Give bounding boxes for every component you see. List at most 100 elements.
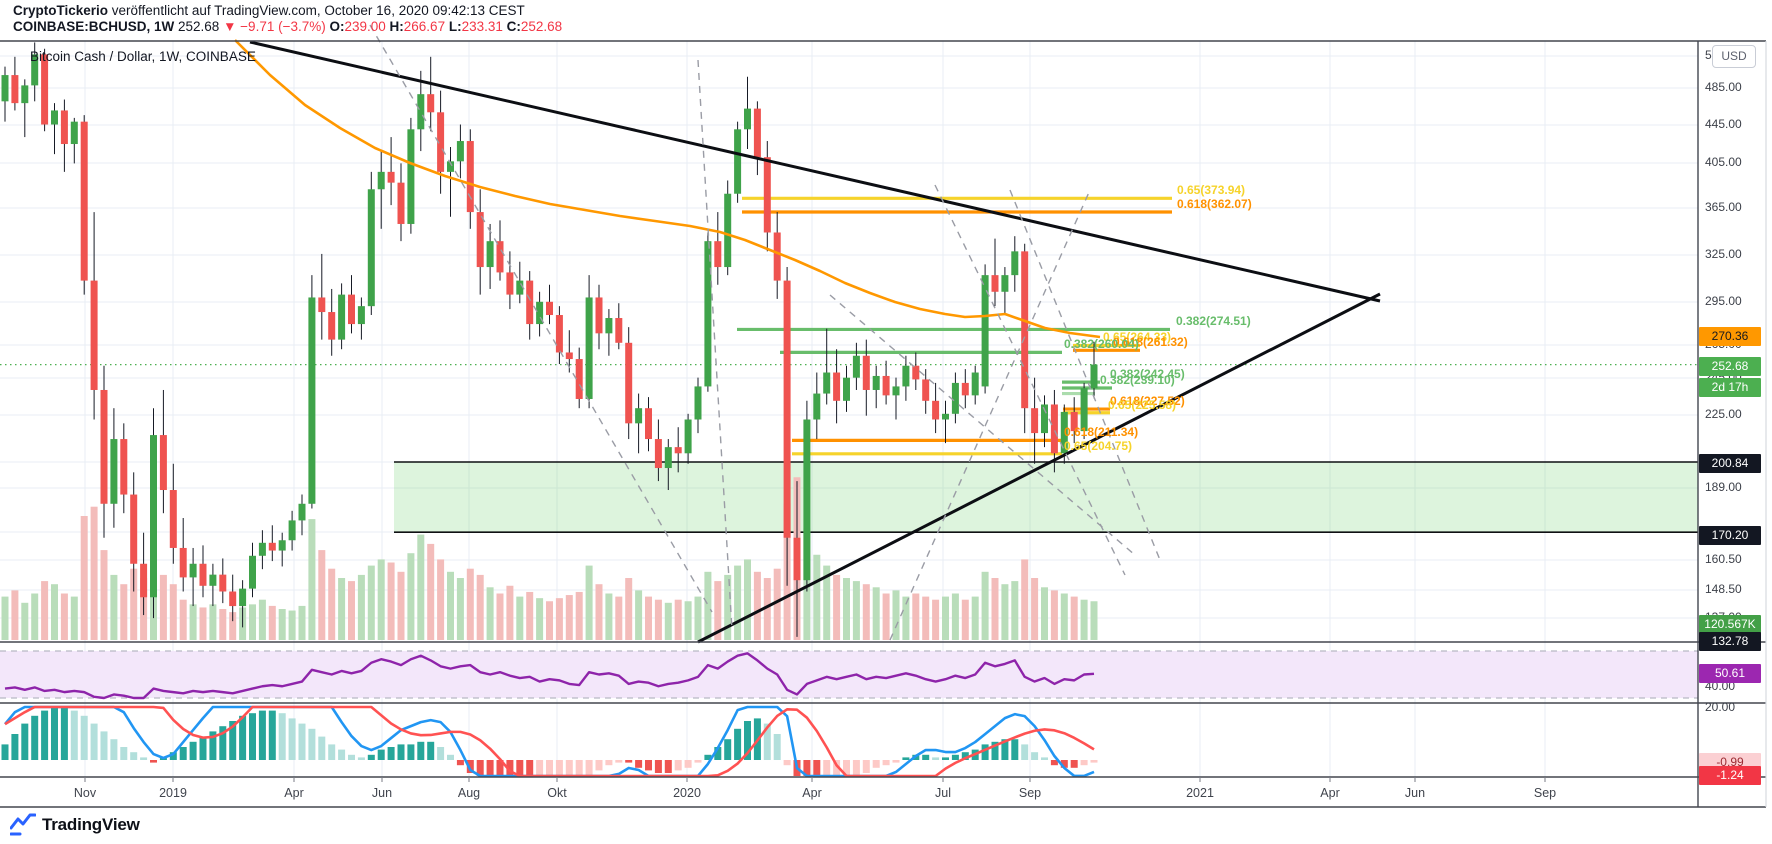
candle-body bbox=[496, 241, 504, 273]
time-axis-label[interactable]: Apr bbox=[284, 786, 304, 800]
candle-body bbox=[268, 542, 276, 551]
currency-unit-button[interactable]: USD bbox=[1712, 45, 1756, 68]
volume-bar bbox=[763, 578, 771, 640]
candle-body bbox=[902, 365, 910, 387]
candle-body bbox=[951, 382, 959, 414]
price-axis-tick: 295.00 bbox=[1705, 294, 1742, 308]
macd-histogram-bar bbox=[31, 715, 39, 760]
volume-bar bbox=[11, 590, 19, 640]
macd-histogram-bar bbox=[199, 736, 207, 760]
candle-body bbox=[763, 157, 771, 233]
volume-bar bbox=[546, 601, 553, 640]
volume-bar bbox=[120, 584, 128, 640]
time-axis-label[interactable]: Okt bbox=[547, 786, 567, 800]
macd-histogram-bar bbox=[1, 744, 9, 760]
volume-bar bbox=[179, 599, 187, 640]
time-axis-label[interactable]: 2020 bbox=[673, 786, 701, 800]
volume-bar bbox=[110, 574, 118, 640]
fib-level-label: 0.65(204.75) bbox=[1064, 438, 1133, 453]
candle-body bbox=[872, 375, 880, 390]
volume-bar bbox=[397, 571, 405, 640]
volume-bar bbox=[169, 584, 177, 640]
candle-body bbox=[159, 435, 167, 491]
volume-bar bbox=[753, 571, 761, 640]
time-axis-label[interactable]: Jun bbox=[371, 786, 393, 800]
volume-bar bbox=[328, 568, 336, 640]
rsi-line bbox=[4, 652, 1095, 700]
candle-body bbox=[1060, 411, 1068, 454]
fib-level-label: 0.382(260.04) bbox=[1064, 337, 1139, 352]
time-axis-label[interactable]: Nov bbox=[73, 786, 97, 800]
time-axis-label[interactable]: Sep bbox=[1533, 786, 1557, 800]
candle-body bbox=[922, 379, 930, 401]
chart-legend-title[interactable]: Bitcoin Cash / Dollar, 1W, COINBASE bbox=[30, 49, 256, 64]
time-axis-label[interactable]: Apr bbox=[1320, 786, 1340, 800]
macd-histogram-bar bbox=[823, 760, 831, 776]
volume-bar bbox=[773, 568, 781, 640]
candle-body bbox=[476, 212, 484, 268]
macd-histogram-bar bbox=[417, 741, 425, 760]
time-axis-label[interactable]: Sep bbox=[1018, 786, 1042, 800]
macd-signal-line bbox=[4, 705, 1095, 778]
candle-body bbox=[60, 110, 68, 145]
candle-body bbox=[744, 108, 751, 130]
tradingview-logo[interactable]: TradingView bbox=[10, 813, 140, 837]
macd-histogram-bar bbox=[555, 760, 563, 776]
macd-histogram-bar bbox=[922, 754, 930, 760]
macd-histogram-bar bbox=[427, 741, 435, 760]
price-axis-tick: 225.00 bbox=[1705, 407, 1742, 421]
candle-body bbox=[961, 382, 969, 396]
candle-body bbox=[803, 419, 811, 581]
volume-bar bbox=[595, 584, 603, 640]
volume-bar bbox=[872, 587, 880, 640]
macd-histogram-bar bbox=[496, 760, 504, 776]
macd-histogram-bar bbox=[862, 760, 870, 773]
macd-histogram-bar bbox=[367, 754, 375, 760]
macd-histogram-bar bbox=[882, 760, 890, 766]
time-axis-label[interactable]: Jul bbox=[935, 786, 951, 800]
candle-body bbox=[298, 503, 306, 521]
macd-histogram-bar bbox=[239, 715, 247, 760]
ohlc-part: 252.68 bbox=[520, 19, 563, 34]
macd-histogram-bar bbox=[565, 760, 573, 776]
time-axis-label[interactable]: 2021 bbox=[1186, 786, 1214, 800]
macd-histogram-bar bbox=[268, 710, 276, 760]
dashed-pitchfork-line bbox=[889, 189, 1091, 641]
macd-histogram-bar bbox=[298, 723, 306, 760]
fib-level-label: 0.382(242.45) bbox=[1110, 367, 1185, 382]
candle-body bbox=[1021, 251, 1029, 409]
candle-body bbox=[278, 540, 286, 551]
macd-histogram-bar bbox=[318, 736, 326, 760]
price-axis-tick: 160.50 bbox=[1705, 552, 1742, 566]
macd-histogram-bar bbox=[704, 754, 712, 760]
macd-histogram-bar bbox=[684, 760, 692, 768]
price-axis-value-box: 200.84 bbox=[1699, 453, 1761, 473]
macd-histogram-bar bbox=[11, 734, 19, 760]
time-axis-label[interactable]: Jun bbox=[1404, 786, 1426, 800]
macd-histogram-bar bbox=[892, 760, 900, 763]
macd-histogram-bar bbox=[803, 760, 811, 776]
volume-bar bbox=[41, 581, 49, 640]
candle-body bbox=[645, 408, 652, 440]
candle-body bbox=[862, 355, 870, 390]
candle-body bbox=[932, 400, 940, 420]
moving-average-line bbox=[234, 39, 1101, 339]
volume-bar bbox=[951, 593, 959, 640]
volume-bar bbox=[1, 596, 9, 640]
price-axis-value-box: 252.68 bbox=[1699, 356, 1761, 376]
ohlc-part: 266.67 bbox=[403, 19, 449, 34]
rsi-value-box: 50.61 bbox=[1699, 663, 1761, 683]
volume-bar bbox=[615, 596, 623, 640]
macd-histogram-bar bbox=[1011, 739, 1019, 760]
trendline bbox=[249, 40, 1381, 303]
time-axis-label[interactable]: Apr bbox=[802, 786, 822, 800]
volume-bar bbox=[684, 601, 692, 640]
time-axis-label[interactable]: Aug bbox=[457, 786, 481, 800]
time-axis-label[interactable]: 2019 bbox=[159, 786, 187, 800]
price-axis-tick: 365.00 bbox=[1705, 200, 1742, 214]
fib-level-label: 0.618(362.07) bbox=[1177, 196, 1252, 211]
volume-bar bbox=[526, 591, 534, 640]
volume-bar bbox=[516, 596, 524, 640]
volume-bar bbox=[456, 578, 464, 640]
